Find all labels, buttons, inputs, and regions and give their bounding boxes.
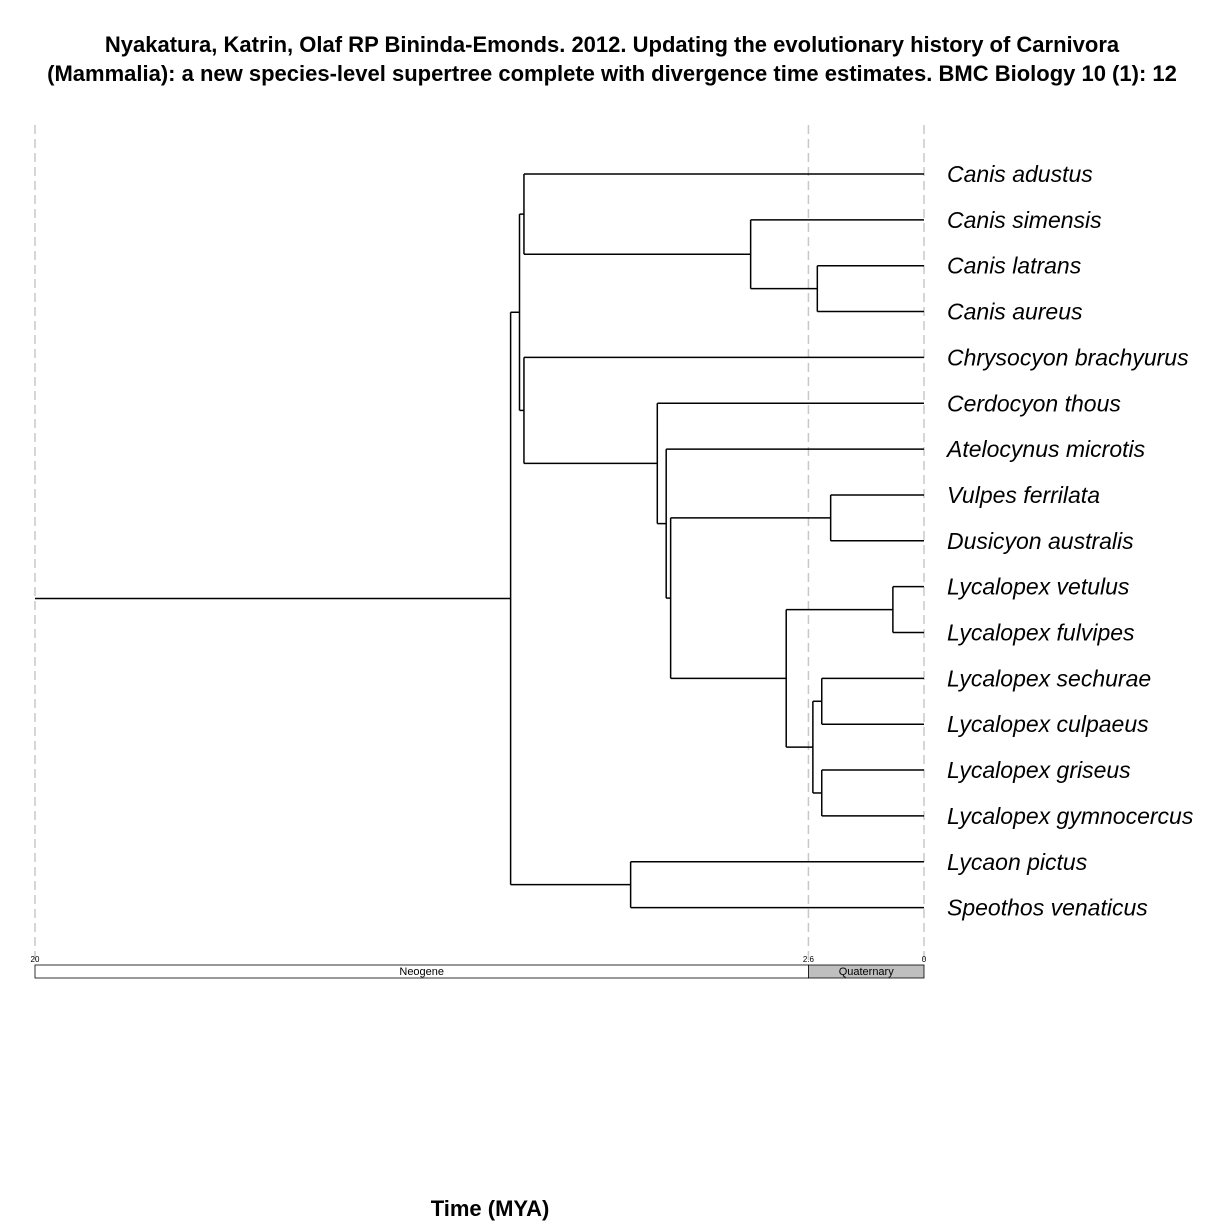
time-tick-label: 20: [31, 955, 40, 964]
tip-label: Lycalopex fulvipes: [947, 620, 1135, 646]
tip-label: Lycalopex sechurae: [947, 665, 1151, 691]
tip-label: Lycalopex griseus: [947, 757, 1131, 783]
tip-label: Canis aureus: [947, 299, 1083, 325]
tree-branches: [35, 173, 924, 909]
tip-label: Lycalopex vetulus: [947, 574, 1130, 600]
tip-label: Chrysocyon brachyurus: [947, 344, 1189, 370]
tip-label: Vulpes ferrilata: [947, 482, 1100, 508]
time-tick-label: 0: [922, 955, 927, 964]
axis-title: Time (MYA): [430, 1196, 550, 1221]
tip-label: Canis latrans: [947, 253, 1082, 279]
tip-label: Canis simensis: [947, 207, 1102, 233]
period-label: Neogene: [399, 966, 444, 978]
tip-label: Lycalopex gymnocercus: [947, 803, 1194, 829]
period-label: Quaternary: [839, 966, 895, 978]
page-title: Nyakatura, Katrin, Olaf RP Bininda-Emond…: [47, 32, 1177, 86]
tip-label: Dusicyon australis: [947, 528, 1134, 554]
tip-label: Lycalopex culpaeus: [947, 711, 1149, 737]
tip-label: Lycaon pictus: [947, 849, 1088, 875]
time-tick-label: 2.6: [803, 955, 815, 964]
time-guides: [34, 125, 925, 960]
tip-label: Speothos venaticus: [947, 895, 1148, 921]
geologic-timescale: Neogene Quaternary 20 2.6 0: [31, 955, 927, 979]
period-box: [808, 964, 925, 979]
tip-label: Cerdocyon thous: [947, 390, 1121, 416]
tip-label: Canis adustus: [947, 161, 1093, 187]
tip-label: Atelocynus microtis: [945, 436, 1146, 462]
tip-labels: Canis adustus Canis simensis Canis latrans…: [945, 161, 1194, 921]
